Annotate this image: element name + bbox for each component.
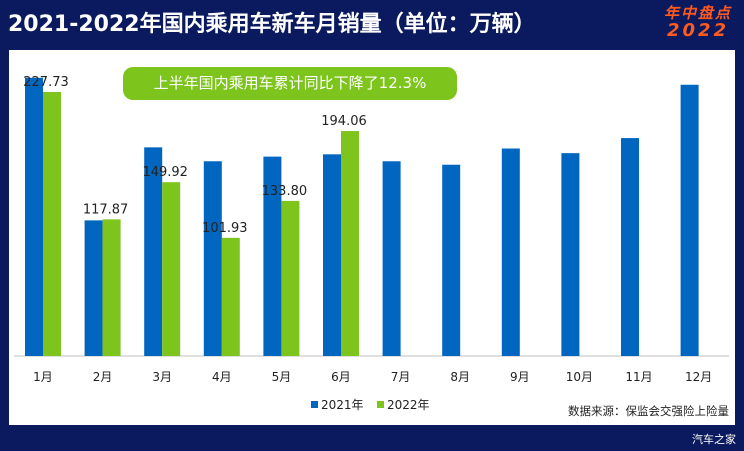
legend-swatch-2021年: [311, 401, 318, 408]
bar-2021年-5月: [263, 156, 282, 356]
badge-line1: 年中盘点: [663, 4, 732, 22]
data-label-5月: 133.80: [262, 184, 308, 199]
data-source-note: 数据来源：保监会交强险上险量: [568, 404, 729, 418]
badge-line2: 2022: [666, 20, 730, 41]
legend-label-2021年: 2021年: [321, 398, 364, 412]
data-label-1月: 227.73: [23, 75, 69, 90]
x-tick-label: 8月: [450, 370, 470, 384]
x-tick-label: 10月: [566, 370, 593, 384]
badge-logo: 年中盘点 2022: [664, 4, 732, 40]
legend-swatch-2022年: [377, 401, 384, 408]
bar-2021年-12月: [680, 84, 699, 356]
chart-panel: 227.73 1月 117.87 2月 149.92 3月 101.93 4月 133.80 5月…: [9, 50, 735, 425]
x-tick-label: 6月: [331, 370, 351, 384]
summary-callout: 上半年国内乘用车累计同比下降了12.3%: [123, 67, 457, 100]
bar-2021年-6月: [323, 154, 341, 356]
x-tick-label: 3月: [152, 370, 172, 384]
data-label-6月: 194.06: [321, 114, 367, 129]
bar-chart: 227.73 1月 117.87 2月 149.92 3月 101.93 4月 133.80 5月…: [14, 75, 730, 412]
bar-2022年-5月: [281, 200, 300, 356]
bar-2022年-6月: [341, 131, 359, 356]
x-tick-label: 7月: [391, 370, 411, 384]
bar-2021年-8月: [442, 164, 461, 356]
bar-2021年-2月: [84, 220, 103, 356]
bar-2021年-1月: [25, 77, 43, 357]
x-tick-label: 11月: [625, 370, 652, 384]
bar-2022年-4月: [221, 237, 240, 356]
x-tick-label: 1月: [33, 370, 53, 384]
x-tick-label: 5月: [272, 370, 292, 384]
bar-2021年-11月: [621, 138, 639, 356]
data-label-3月: 149.92: [142, 165, 188, 180]
header-bar: 2021-2022年国内乘用车新车月销量（单位：万辆） 年中盘点 2022: [0, 0, 744, 47]
x-tick-label: 12月: [685, 370, 712, 384]
bar-2021年-3月: [144, 147, 163, 356]
x-tick-label: 2月: [93, 370, 113, 384]
x-tick-label: 4月: [212, 370, 232, 384]
footer-logo: 汽车之家: [692, 433, 736, 446]
data-label-2月: 117.87: [83, 202, 129, 217]
data-label-4月: 101.93: [202, 221, 248, 236]
bar-2022年-2月: [102, 219, 121, 356]
bar-2021年-10月: [561, 153, 580, 356]
x-tick-label: 9月: [510, 370, 530, 384]
legend-label-2022年: 2022年: [387, 398, 430, 412]
bar-2021年-4月: [203, 161, 222, 356]
bar-2022年-3月: [162, 182, 181, 356]
bar-2021年-9月: [501, 148, 520, 356]
bar-2022年-1月: [43, 92, 61, 356]
chart-title: 2021-2022年国内乘用车新车月销量（单位：万辆）: [8, 12, 536, 37]
bar-2021年-7月: [382, 161, 401, 356]
